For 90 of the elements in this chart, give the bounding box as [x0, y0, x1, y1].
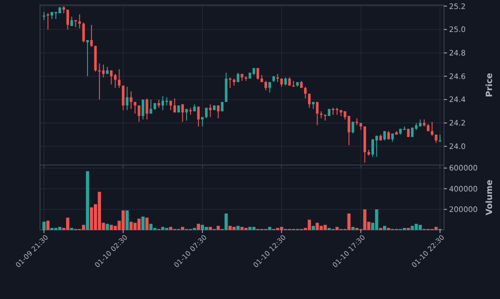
bar — [240, 226, 244, 230]
bar — [363, 209, 366, 230]
candlestick — [42, 12, 46, 21]
bar — [208, 226, 212, 230]
candlestick — [110, 70, 113, 85]
bar — [324, 224, 327, 230]
bar — [122, 210, 125, 230]
candlestick — [126, 86, 128, 111]
candlestick — [82, 22, 85, 43]
bar — [141, 216, 145, 230]
candlestick — [308, 93, 311, 108]
bar — [46, 220, 50, 230]
candlestick — [122, 85, 124, 111]
candlestick — [114, 73, 117, 88]
bar — [351, 226, 354, 230]
bar — [375, 209, 378, 230]
bar — [248, 226, 252, 230]
bar — [169, 226, 172, 230]
bar — [320, 226, 323, 230]
candlestick — [224, 72, 228, 102]
candlestick — [201, 116, 204, 127]
candlestick — [383, 130, 386, 141]
candlestick — [142, 99, 144, 120]
y-axis-title: Volume — [485, 180, 495, 216]
bar — [66, 218, 70, 230]
candlestick — [130, 90, 132, 110]
candlestick — [438, 134, 442, 142]
bar — [335, 226, 339, 230]
candlestick — [138, 104, 140, 122]
bar — [204, 226, 208, 230]
candlestick — [371, 138, 374, 158]
bar — [106, 224, 109, 230]
bar — [228, 226, 232, 230]
bar — [126, 210, 129, 230]
bar — [252, 226, 256, 230]
bar — [316, 222, 319, 230]
candlestick — [161, 96, 164, 111]
candlestick — [375, 135, 378, 158]
candlestick — [86, 40, 89, 77]
bar — [130, 222, 133, 230]
bar — [312, 226, 315, 230]
candlestick — [292, 80, 295, 88]
bar — [137, 218, 141, 230]
bar — [308, 220, 311, 230]
candlestick — [316, 101, 319, 126]
candlestick — [304, 86, 307, 99]
bar — [280, 226, 284, 230]
bar — [410, 226, 414, 230]
candlestick — [66, 9, 70, 30]
candlestick — [244, 76, 248, 82]
candlestick — [256, 68, 260, 80]
candlestick — [118, 68, 121, 88]
bar — [145, 218, 149, 230]
bar — [110, 224, 113, 230]
bar — [216, 226, 220, 230]
bar — [90, 207, 94, 230]
candlestick — [264, 80, 268, 91]
bar — [268, 226, 272, 230]
candlestick — [173, 98, 176, 113]
candlestick — [348, 116, 350, 146]
candlestick — [181, 104, 184, 122]
bar — [232, 226, 236, 230]
candlestick — [430, 121, 434, 136]
candlestick — [102, 64, 105, 78]
candlestick — [411, 127, 414, 138]
bar — [347, 213, 351, 230]
bar — [180, 226, 184, 230]
candlestick — [150, 99, 152, 114]
candlestick — [90, 24, 93, 48]
bar — [86, 171, 90, 230]
bar — [42, 222, 46, 230]
candlestick — [197, 106, 200, 127]
candlestick — [146, 98, 148, 120]
bar — [133, 222, 137, 230]
bar — [418, 224, 422, 230]
candlestick — [268, 82, 272, 94]
y-axis-title: Price — [485, 72, 495, 98]
bar — [82, 224, 86, 230]
bar — [414, 224, 418, 230]
bar — [161, 226, 164, 230]
bar — [224, 213, 228, 230]
bar — [200, 224, 204, 230]
bar — [149, 224, 152, 230]
bar — [58, 226, 62, 230]
bar — [382, 226, 386, 230]
bar — [434, 226, 438, 230]
bar — [196, 224, 200, 230]
bar — [98, 192, 102, 230]
bar — [236, 226, 240, 230]
candlestick — [216, 104, 220, 119]
